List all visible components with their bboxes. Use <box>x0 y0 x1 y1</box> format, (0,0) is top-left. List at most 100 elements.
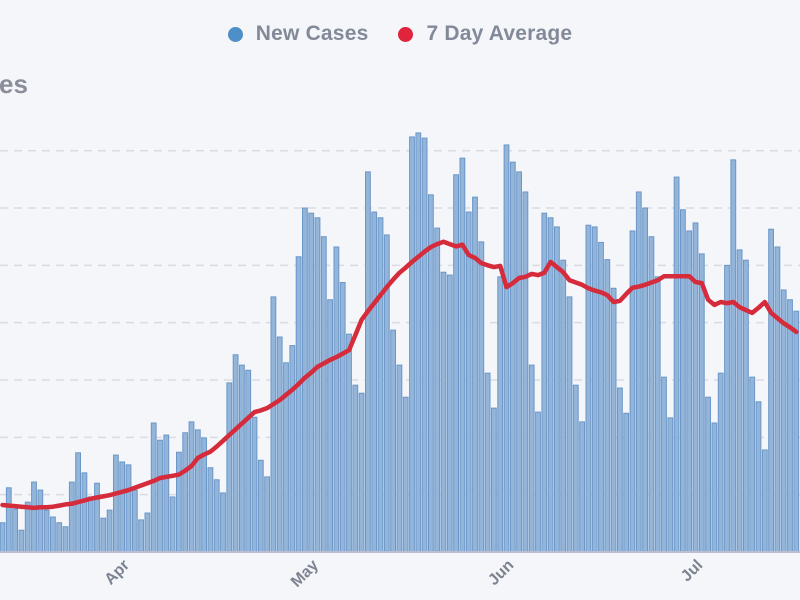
new-cases-bar[interactable] <box>755 401 762 553</box>
new-cases-bar[interactable] <box>125 464 132 553</box>
new-cases-bar[interactable] <box>295 256 302 553</box>
new-cases-bar[interactable] <box>163 434 170 553</box>
new-cases-bar[interactable] <box>787 299 793 553</box>
new-cases-bar[interactable] <box>761 449 768 553</box>
new-cases-bar[interactable] <box>661 376 667 553</box>
new-cases-bar[interactable] <box>421 137 428 553</box>
new-cases-bar[interactable] <box>43 509 50 553</box>
new-cases-bar[interactable] <box>176 451 182 553</box>
new-cases-bar[interactable] <box>68 481 75 553</box>
new-cases-bar[interactable] <box>572 384 579 553</box>
new-cases-bar[interactable] <box>598 241 604 553</box>
new-cases-bar[interactable] <box>87 496 94 553</box>
new-cases-bar[interactable] <box>390 329 397 553</box>
new-cases-bar[interactable] <box>642 207 649 553</box>
new-cases-bar[interactable] <box>56 522 63 553</box>
new-cases-bar[interactable] <box>270 296 277 553</box>
new-cases-bar[interactable] <box>743 259 749 553</box>
legend-item-new-cases[interactable]: New Cases <box>227 22 369 46</box>
new-cases-bar[interactable] <box>327 299 334 553</box>
new-cases-bar[interactable] <box>113 454 119 553</box>
new-cases-bar[interactable] <box>182 432 189 553</box>
new-cases-bar[interactable] <box>169 496 176 553</box>
new-cases-bar[interactable] <box>150 422 157 553</box>
new-cases-bar[interactable] <box>213 479 220 553</box>
new-cases-bar[interactable] <box>629 230 636 553</box>
new-cases-bar[interactable] <box>226 382 233 553</box>
new-cases-bar[interactable] <box>730 159 737 553</box>
new-cases-bar[interactable] <box>81 472 88 553</box>
new-cases-bar[interactable] <box>497 276 504 553</box>
new-cases-bar[interactable] <box>673 176 680 553</box>
new-cases-bar[interactable] <box>724 264 730 553</box>
new-cases-bar[interactable] <box>18 529 25 553</box>
new-cases-bar[interactable] <box>680 209 686 553</box>
new-cases-bar[interactable] <box>276 336 283 553</box>
new-cases-bar[interactable] <box>157 439 163 553</box>
new-cases-bar[interactable] <box>472 196 478 553</box>
new-cases-bar[interactable] <box>522 191 529 553</box>
new-cases-bar[interactable] <box>446 274 453 553</box>
new-cases-bar[interactable] <box>0 522 6 553</box>
new-cases-bar[interactable] <box>264 476 271 553</box>
new-cases-bar[interactable] <box>308 212 315 553</box>
new-cases-bar[interactable] <box>516 171 523 553</box>
new-cases-bar[interactable] <box>37 489 44 553</box>
new-cases-bar[interactable] <box>491 407 497 553</box>
legend-item-7-day-average[interactable]: 7 Day Average <box>398 22 572 46</box>
new-cases-bar[interactable] <box>194 429 201 553</box>
new-cases-bar[interactable] <box>535 411 541 553</box>
new-cases-bar[interactable] <box>453 174 460 553</box>
new-cases-bar[interactable] <box>31 481 37 553</box>
new-cases-bar[interactable] <box>793 310 800 553</box>
new-cases-bar[interactable] <box>566 296 573 553</box>
new-cases-bar[interactable] <box>736 249 743 553</box>
new-cases-bar[interactable] <box>459 157 466 553</box>
new-cases-bar[interactable] <box>138 519 144 553</box>
new-cases-bar[interactable] <box>541 212 548 553</box>
new-cases-bar[interactable] <box>232 354 239 553</box>
new-cases-bar[interactable] <box>591 226 598 553</box>
new-cases-bar[interactable] <box>528 364 535 553</box>
new-cases-bar[interactable] <box>478 241 485 553</box>
new-cases-bar[interactable] <box>503 144 510 553</box>
new-cases-bar[interactable] <box>94 482 100 553</box>
new-cases-bar[interactable] <box>623 412 630 553</box>
new-cases-bar[interactable] <box>358 392 365 553</box>
new-cases-bar[interactable] <box>465 211 472 553</box>
new-cases-bar[interactable] <box>604 259 611 553</box>
new-cases-bar[interactable] <box>717 372 724 553</box>
new-cases-bar[interactable] <box>705 396 712 553</box>
new-cases-bar[interactable] <box>314 217 321 553</box>
new-cases-bar[interactable] <box>106 509 113 553</box>
new-cases-bar[interactable] <box>654 276 661 553</box>
new-cases-bar[interactable] <box>239 364 245 553</box>
new-cases-bar[interactable] <box>780 289 787 553</box>
new-cases-bar[interactable] <box>365 171 371 553</box>
new-cases-bar[interactable] <box>768 228 775 553</box>
new-cases-bar[interactable] <box>119 461 126 553</box>
new-cases-bar[interactable] <box>610 287 617 553</box>
new-cases-bar[interactable] <box>339 282 346 553</box>
new-cases-bar[interactable] <box>440 271 447 553</box>
new-cases-bar[interactable] <box>12 508 18 553</box>
new-cases-bar[interactable] <box>635 191 642 553</box>
new-cases-bar[interactable] <box>554 226 560 553</box>
new-cases-bar[interactable] <box>484 372 491 553</box>
new-cases-bar[interactable] <box>402 396 409 553</box>
new-cases-bar[interactable] <box>131 489 138 553</box>
new-cases-bar[interactable] <box>100 517 107 553</box>
new-cases-bar[interactable] <box>617 387 623 553</box>
new-cases-bar[interactable] <box>333 246 340 553</box>
new-cases-bar[interactable] <box>692 222 699 553</box>
new-cases-bar[interactable] <box>346 333 352 553</box>
new-cases-bar[interactable] <box>774 246 781 553</box>
new-cases-bar[interactable] <box>585 224 592 553</box>
new-cases-bar[interactable] <box>377 217 384 553</box>
new-cases-bar[interactable] <box>711 422 718 553</box>
new-cases-bar[interactable] <box>320 236 327 553</box>
new-cases-bar[interactable] <box>749 376 756 553</box>
new-cases-bar[interactable] <box>207 467 214 553</box>
new-cases-bar[interactable] <box>50 516 56 553</box>
new-cases-bar[interactable] <box>245 369 252 553</box>
